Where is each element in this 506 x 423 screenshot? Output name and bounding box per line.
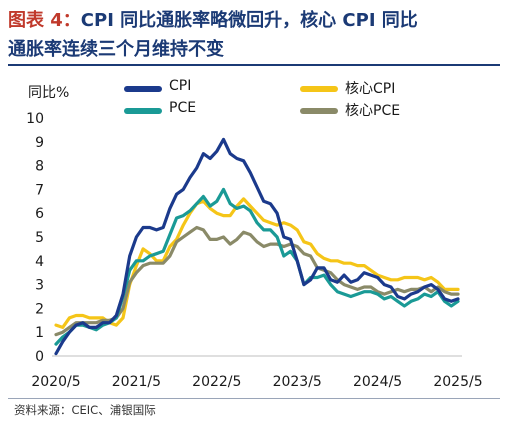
series-line-2: [54, 197, 460, 329]
y-tick-label: 1: [35, 325, 44, 341]
x-tick-label: 2023/5: [273, 374, 322, 390]
title-text-1: CPI 同比通胀率略微回升，核心 CPI 同比: [80, 10, 418, 31]
y-tick-label: 0: [35, 349, 44, 365]
legend-label: CPI: [169, 78, 192, 94]
y-tick-label: 5: [35, 230, 44, 246]
source-divider: [8, 398, 500, 399]
y-tick-label: 9: [35, 135, 44, 151]
y-tick-label: 3: [35, 278, 44, 294]
x-tick-label: 2022/5: [192, 374, 241, 390]
y-tick-label: 8: [35, 159, 44, 175]
legend-swatch: [300, 108, 338, 114]
title-divider: [8, 64, 500, 66]
legend-swatch: [124, 108, 162, 114]
figure-label: 图表 4：: [8, 10, 81, 31]
title-line-2: 通胀率连续三个月维持不变: [8, 39, 224, 60]
y-tick-label: 7: [35, 182, 44, 198]
x-tick-label: 2025/5: [433, 374, 482, 390]
legend-swatch: [124, 86, 162, 92]
y-tick-label: 6: [35, 206, 44, 222]
title-line-1: 图表 4：CPI 同比通胀率略微回升，核心 CPI 同比: [8, 6, 502, 35]
y-tick-label: 10: [26, 111, 44, 127]
series-line-4: [54, 225, 460, 337]
legend-swatch: [300, 86, 338, 92]
legend-label: 核心CPI: [345, 81, 396, 97]
x-tick-label: 2020/5: [31, 374, 80, 390]
y-tick-label: 4: [35, 254, 44, 270]
y-tick-label: 2: [35, 301, 44, 317]
legend-label: PCE: [169, 100, 197, 116]
x-tick-label: 2024/5: [353, 374, 402, 390]
y-axis-label: 同比%: [28, 85, 70, 101]
chart-title: 图表 4：CPI 同比通胀率略微回升，核心 CPI 同比 通胀率连续三个月维持不…: [8, 6, 502, 64]
x-tick-label: 2021/5: [112, 374, 161, 390]
legend-label: 核心PCE: [345, 103, 401, 119]
source-note: 资料来源：CEIC、浦银国际: [14, 403, 156, 417]
series-line-1: [54, 137, 460, 356]
